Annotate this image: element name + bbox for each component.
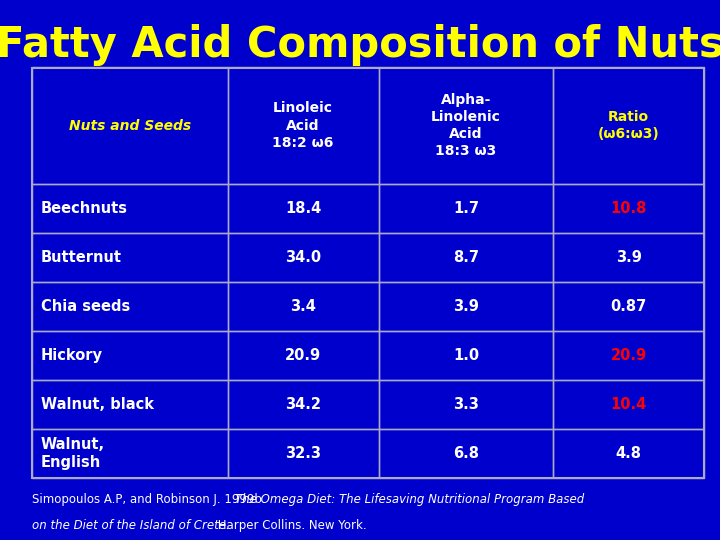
Bar: [379, 282, 554, 330]
Bar: [554, 380, 704, 429]
Bar: [32, 184, 228, 233]
Text: 3.9: 3.9: [616, 249, 642, 265]
Bar: [554, 330, 704, 380]
Bar: [379, 233, 554, 282]
Bar: [554, 282, 704, 330]
Bar: [379, 330, 554, 380]
Text: 10.8: 10.8: [611, 201, 647, 215]
Text: 10.4: 10.4: [611, 397, 647, 412]
Bar: [228, 282, 379, 330]
Text: Hickory: Hickory: [41, 348, 103, 363]
Text: Harper Collins. New York.: Harper Collins. New York.: [214, 519, 366, 532]
Text: Ratio
(ω6:ω3): Ratio (ω6:ω3): [598, 110, 660, 141]
Bar: [554, 429, 704, 478]
Bar: [554, 233, 704, 282]
Text: 1.0: 1.0: [453, 348, 479, 363]
Text: 3.9: 3.9: [453, 299, 479, 314]
Text: 18.4: 18.4: [285, 201, 321, 215]
Bar: [554, 68, 704, 184]
Text: Walnut, black: Walnut, black: [41, 397, 154, 412]
Text: The Omega Diet: The Lifesaving Nutritional Program Based: The Omega Diet: The Lifesaving Nutrition…: [235, 493, 584, 506]
Text: 3.4: 3.4: [290, 299, 316, 314]
Bar: [32, 68, 228, 184]
Text: Butternut: Butternut: [41, 249, 122, 265]
Text: Walnut,
English: Walnut, English: [41, 437, 105, 470]
Bar: [379, 380, 554, 429]
Text: 3.3: 3.3: [453, 397, 479, 412]
Bar: [32, 282, 228, 330]
Bar: [379, 184, 554, 233]
Bar: [32, 233, 228, 282]
Text: 34.2: 34.2: [285, 397, 321, 412]
Text: Linoleic
Acid
18:2 ω6: Linoleic Acid 18:2 ω6: [272, 101, 334, 150]
Text: 6.8: 6.8: [453, 446, 479, 461]
Bar: [379, 68, 554, 184]
Text: Fatty Acid Composition of Nuts: Fatty Acid Composition of Nuts: [0, 24, 720, 66]
Bar: [228, 380, 379, 429]
Bar: [554, 184, 704, 233]
Text: on the Diet of the Island of Crete.: on the Diet of the Island of Crete.: [32, 519, 230, 532]
Bar: [32, 429, 228, 478]
Bar: [228, 330, 379, 380]
Text: 20.9: 20.9: [285, 348, 321, 363]
Text: 20.9: 20.9: [611, 348, 647, 363]
Bar: [379, 429, 554, 478]
Text: Beechnuts: Beechnuts: [41, 201, 128, 215]
Text: 4.8: 4.8: [616, 446, 642, 461]
Bar: [228, 429, 379, 478]
Text: Nuts and Seeds: Nuts and Seeds: [69, 119, 191, 132]
Text: Chia seeds: Chia seeds: [41, 299, 130, 314]
Bar: [228, 184, 379, 233]
Text: 8.7: 8.7: [453, 249, 479, 265]
Bar: [32, 68, 704, 478]
Text: 32.3: 32.3: [285, 446, 321, 461]
Text: 34.0: 34.0: [285, 249, 321, 265]
Bar: [228, 233, 379, 282]
Bar: [32, 380, 228, 429]
Text: 1.7: 1.7: [453, 201, 479, 215]
Text: 0.87: 0.87: [611, 299, 647, 314]
Bar: [228, 68, 379, 184]
Text: Alpha-
Linolenic
Acid
18:3 ω3: Alpha- Linolenic Acid 18:3 ω3: [431, 92, 501, 159]
Text: Simopoulos A.P, and Robinson J. 1999b.: Simopoulos A.P, and Robinson J. 1999b.: [32, 493, 270, 506]
Bar: [32, 330, 228, 380]
